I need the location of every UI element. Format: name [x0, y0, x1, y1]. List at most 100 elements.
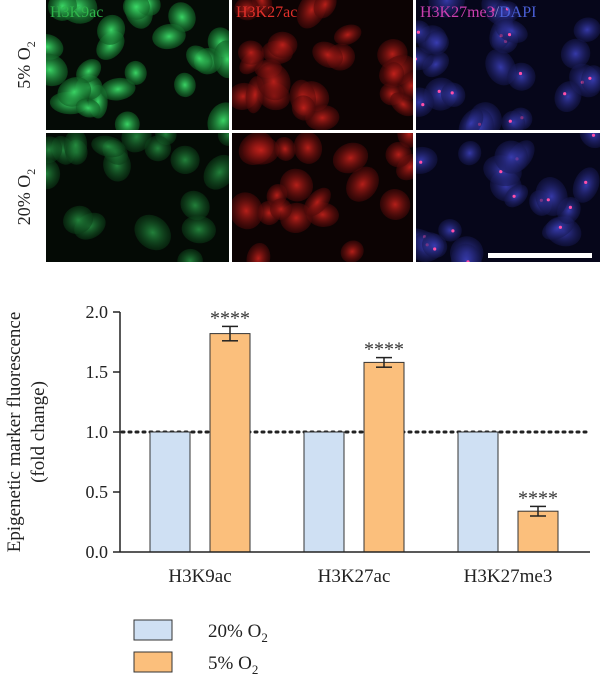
legend-label: 20% O2 [208, 621, 268, 645]
nucleus [274, 136, 296, 161]
nucleus [458, 108, 484, 130]
h3k27me3-focus [591, 133, 596, 137]
nucleus [450, 243, 482, 262]
nucleus [398, 71, 413, 100]
h3k27me3-focus [451, 229, 455, 233]
nucleus [458, 140, 482, 166]
nucleus [181, 215, 216, 244]
nucleus [186, 45, 213, 72]
bar [363, 361, 405, 553]
row-label-20pct: 20% O2 [14, 169, 38, 226]
nucleus [385, 141, 412, 168]
column-label-h3k27me3: H3K27me3 [420, 4, 495, 21]
x-tick-label: H3K27ac [318, 566, 391, 587]
nucleus [238, 40, 264, 65]
bar [303, 431, 345, 553]
bar [457, 431, 499, 553]
nucleus [340, 240, 364, 262]
microscopy-panel: H3K9ac H3K27ac H3K27me3/DAPI 5% O2 20% O… [14, 0, 600, 262]
nucleus [46, 33, 64, 60]
nucleus [438, 219, 462, 242]
nucleus [217, 133, 229, 146]
nucleus [312, 41, 343, 68]
h3k27me3-focus [507, 33, 512, 37]
nucleus [174, 72, 196, 98]
nucleus [416, 46, 434, 71]
nucleus [121, 133, 152, 153]
h3k27me3-focus [558, 225, 563, 229]
legend: 20% O2 5% O2 [133, 619, 268, 677]
nucleus [170, 145, 200, 175]
nucleus [507, 62, 536, 91]
nucleus [203, 154, 229, 190]
nucleus [122, 0, 150, 20]
nucleus [256, 62, 291, 101]
h3k27me3-focus [419, 160, 423, 164]
y-tick-label: 2.0 [86, 302, 109, 322]
nucleus [560, 38, 591, 69]
nucleus [416, 146, 438, 174]
y-axis-label-line1: Epigenetic marker fluorescence [4, 312, 25, 553]
nucleus [232, 192, 263, 230]
column-label-slash: / [495, 4, 500, 21]
nucleus [334, 24, 362, 46]
nucleus [144, 135, 172, 162]
h3k27me3-focus [584, 180, 588, 184]
nucleus [279, 168, 314, 202]
x-axis: H3K9ac H3K27ac H3K27me3 [120, 551, 590, 587]
legend-label: 5% O2 [208, 653, 258, 677]
h3k27me3-focus [421, 103, 425, 107]
h3k27me3-focus [512, 194, 516, 198]
legend-swatch [133, 619, 173, 641]
nucleus [267, 31, 298, 59]
nucleus [554, 81, 582, 113]
column-label-dapi: DAPI [499, 4, 536, 21]
nucleus [213, 40, 229, 79]
nucleus [100, 77, 136, 101]
nucleus [207, 102, 229, 130]
column-label-h3k9ac: H3K9ac [50, 4, 103, 21]
h3k27me3-focus [437, 89, 441, 93]
nucleus [581, 65, 600, 94]
nucleus [495, 19, 528, 43]
significance-label: **** [518, 487, 558, 509]
nucleus [535, 177, 568, 216]
nucleus [124, 60, 147, 85]
nucleus [379, 189, 411, 220]
nucleus [180, 190, 210, 221]
nucleus [572, 167, 600, 203]
nucleus [48, 0, 77, 21]
y-tick-label: 0.5 [86, 482, 109, 502]
nucleus [501, 110, 526, 130]
h3k27me3-focus [508, 119, 512, 123]
column-label-h3k27me3-dapi: H3K27me3/DAPI [420, 4, 536, 21]
h3k27me3-focus [450, 91, 454, 95]
nucleus [504, 184, 529, 208]
legend-swatch [133, 651, 173, 673]
h3k27me3-focus [546, 198, 550, 202]
nucleus [390, 92, 413, 117]
column-label-h3k27ac: H3K27ac [236, 4, 297, 21]
nucleus [242, 135, 280, 165]
nucleus [303, 187, 331, 217]
nucleus [168, 2, 196, 32]
nucleus [428, 0, 466, 18]
h3k27me3-focus [563, 92, 567, 96]
nucleus [573, 17, 600, 42]
h3k27me3-focus [588, 76, 592, 80]
nucleus [46, 53, 68, 87]
nucleus [421, 233, 448, 258]
bar [149, 431, 191, 553]
nucleus [332, 142, 369, 174]
significance-label: **** [364, 339, 404, 361]
nucleus [313, 0, 337, 19]
x-tick-label: H3K27me3 [464, 566, 553, 587]
y-axis: 0.0 0.5 1.0 1.5 2.0 [86, 302, 121, 562]
h3k27me3-focus [416, 30, 420, 34]
h3k27me3-focus [433, 247, 437, 251]
nucleus [424, 30, 449, 55]
nucleus [291, 95, 316, 121]
h3k27me3-focus [499, 170, 503, 174]
nucleus [63, 205, 94, 235]
row-label-5pct: 5% O2 [14, 41, 38, 89]
